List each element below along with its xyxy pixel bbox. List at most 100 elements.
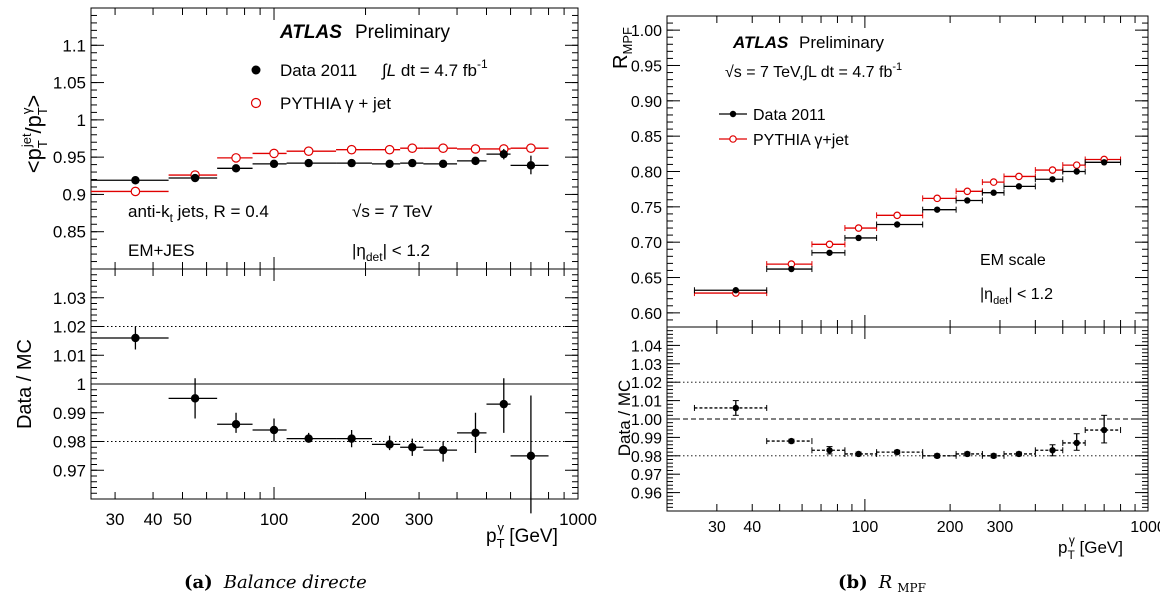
panel-a-data-point	[131, 176, 140, 185]
panel-b-eta-label: |ηdet| < 1.2	[980, 286, 1053, 307]
panel-a-top-y-tick-label: 1.1	[62, 36, 86, 55]
panel-b-mc-point	[963, 187, 972, 196]
panel-a-ratio-point	[499, 399, 508, 409]
panel-a-data-point	[438, 159, 448, 169]
panel-b-ratio-point	[933, 452, 941, 459]
panel-a-data-point	[269, 159, 279, 169]
panel-a-x-tick-label: 200	[351, 510, 379, 529]
panel-a-calib-label: EM+JES	[128, 241, 195, 260]
panel-b-preliminary-label: Preliminary	[799, 33, 885, 52]
panel-b-data-point	[732, 287, 740, 294]
panel-b-legend-mc-label: PYTHIA γ+jet	[753, 132, 849, 149]
panel-b-mc-point	[1048, 166, 1057, 174]
panel-a-ratio-y-tick-label: 1.01	[53, 346, 86, 365]
panel-b-legend-data-marker	[729, 110, 737, 118]
panel-b-data-point	[826, 249, 833, 256]
panel-b-mc-point	[1072, 161, 1081, 169]
panel-b-ratio-point	[893, 448, 901, 456]
panel-a-ratio-point	[347, 434, 356, 443]
panel-b-x-tick-label: 1000	[1130, 519, 1160, 536]
panel-a-legend-mc-label: PYTHIA γ + jet	[280, 94, 391, 113]
panel-b-ratio-point	[826, 447, 833, 454]
panel-b-data-point	[788, 265, 795, 273]
panel-b-ratio-point	[1100, 426, 1108, 434]
panel-b-ratio-y-tick-label: 1.01	[631, 394, 662, 411]
panel-b-mc-point	[854, 224, 863, 232]
panel-b-data-point	[1015, 183, 1023, 190]
panel-a-mc-point	[526, 143, 536, 153]
panel-a-mc-point	[303, 146, 314, 156]
panel-b: 0.60 0.65 0.70 0.75 0.80 0.85 0.90 0.95 1.00 0.9…	[610, 15, 1160, 562]
panel-b-atlas-label: ATLAS	[732, 33, 789, 52]
panel-a-x-tick-label: 50	[173, 510, 192, 529]
panel-b-data-point	[1100, 159, 1108, 166]
panel-a-lumi-label: ∫L dt = 4.7 fb-1	[381, 57, 488, 80]
panel-a-ratio-point	[438, 445, 448, 455]
panel-a-mc-point	[269, 148, 279, 159]
panel-a-top-y-tick-label: 1.05	[53, 74, 86, 93]
panel-a-legend-data-marker	[251, 65, 261, 75]
panel-b-ratio-point	[1073, 439, 1080, 447]
panel-b-ratio-y-tick-label: 0.98	[631, 449, 662, 466]
panel-b-top-y-tick-label: 0.65	[631, 271, 662, 288]
panel-b-x-tick-label: 100	[852, 519, 879, 536]
panel-b-top-y-tick-label: 0.85	[631, 129, 662, 146]
panel-a-ratio-y-tick-label: 0.97	[53, 461, 86, 480]
panel-a-x-tick-label: 30	[106, 510, 125, 529]
panel-a-top-y-tick-label: 1	[77, 111, 86, 130]
panel-a-ratio-point	[471, 428, 480, 438]
panel-a-ratio-point	[408, 443, 417, 452]
panel-b-data-point	[964, 197, 971, 204]
panel-b-ratio-y-tick-label: 1.04	[631, 338, 662, 355]
panel-a-x-tick-label: 100	[260, 510, 288, 529]
panel-b-legend-data-label: Data 2011	[753, 107, 826, 124]
panel-b-top-y-tick-label: 0.70	[631, 235, 662, 252]
panel-a-top-ylabel: <pTjet/pTγ>	[19, 95, 50, 173]
panel-b-data-point	[1049, 176, 1056, 183]
panel-a-legend-data-label: Data 2011	[280, 61, 357, 80]
panel-a-algo-label: anti-kt jets, R = 0.4	[128, 202, 269, 225]
panel-a-ratio-point	[131, 333, 140, 343]
panel-a-atlas-label: ATLAS	[279, 22, 342, 43]
panel-b-ratio-ylabel: Data / MC	[615, 380, 634, 457]
panel-b-x-tick-label: 40	[743, 519, 761, 536]
panel-a-xlabel: pTγ [GeV]	[486, 520, 558, 551]
panel-a-data-point	[190, 173, 200, 183]
panel-a-ratio-point	[231, 420, 241, 429]
panel-b-mc-point	[1015, 172, 1023, 181]
panel-b-ratio-y-tick-label: 1.00	[631, 412, 662, 429]
panel-a-top-frame	[90, 7, 579, 270]
panel-a-ratio-y-tick-label: 1.03	[53, 289, 86, 308]
panel-b-top-y-tick-label: 1.00	[631, 23, 662, 40]
panel-b-ratio-point	[964, 450, 971, 458]
panel-a-top-y-tick-label: 0.9	[62, 185, 86, 204]
caption-a: (a) Balance directe	[184, 572, 367, 593]
panel-b-ratio-y-tick-label: 0.97	[631, 467, 662, 484]
panel-b-mc-point	[893, 211, 901, 220]
panel-b-data-point	[855, 234, 862, 242]
panel-b-ratio-point	[788, 437, 795, 445]
panel-b-top-y-tick-label: 0.90	[631, 94, 662, 111]
panel-a-ratio-point	[526, 451, 536, 461]
panel-b-ratio-point	[990, 452, 997, 459]
panel-a-mc-point	[407, 143, 418, 153]
panel-a-mc-point	[231, 153, 241, 163]
panel-a-ratio-point	[190, 394, 200, 403]
panel-a-ratio-point	[304, 434, 313, 443]
panel-a: 0.85 0.9 0.95 1 1.05 1.1 0.97 0.98 0.99 1 1.01 1.0…	[14, 7, 597, 551]
panel-a-legend-mc-marker	[250, 97, 262, 109]
panel-a-ratio-point	[269, 425, 279, 435]
panel-b-x-tick-label: 30	[708, 519, 726, 536]
panel-a-ratio-ylabel: Data / MC	[14, 339, 36, 429]
panel-a-data-point	[471, 156, 480, 166]
panel-b-data-point	[990, 189, 997, 196]
panel-a-x-tick-label: 300	[405, 510, 433, 529]
panel-a-mc-point	[346, 144, 357, 155]
panel-b-top-y-tick-label: 0.95	[631, 58, 662, 75]
panel-b-calib-label: EM scale	[980, 252, 1046, 269]
panel-a-data-point	[499, 149, 508, 159]
panel-b-top-ylabel: RMPF	[610, 27, 635, 69]
panel-b-ratio-y-tick-label: 0.96	[631, 486, 662, 503]
panel-a-data-point	[408, 158, 417, 168]
